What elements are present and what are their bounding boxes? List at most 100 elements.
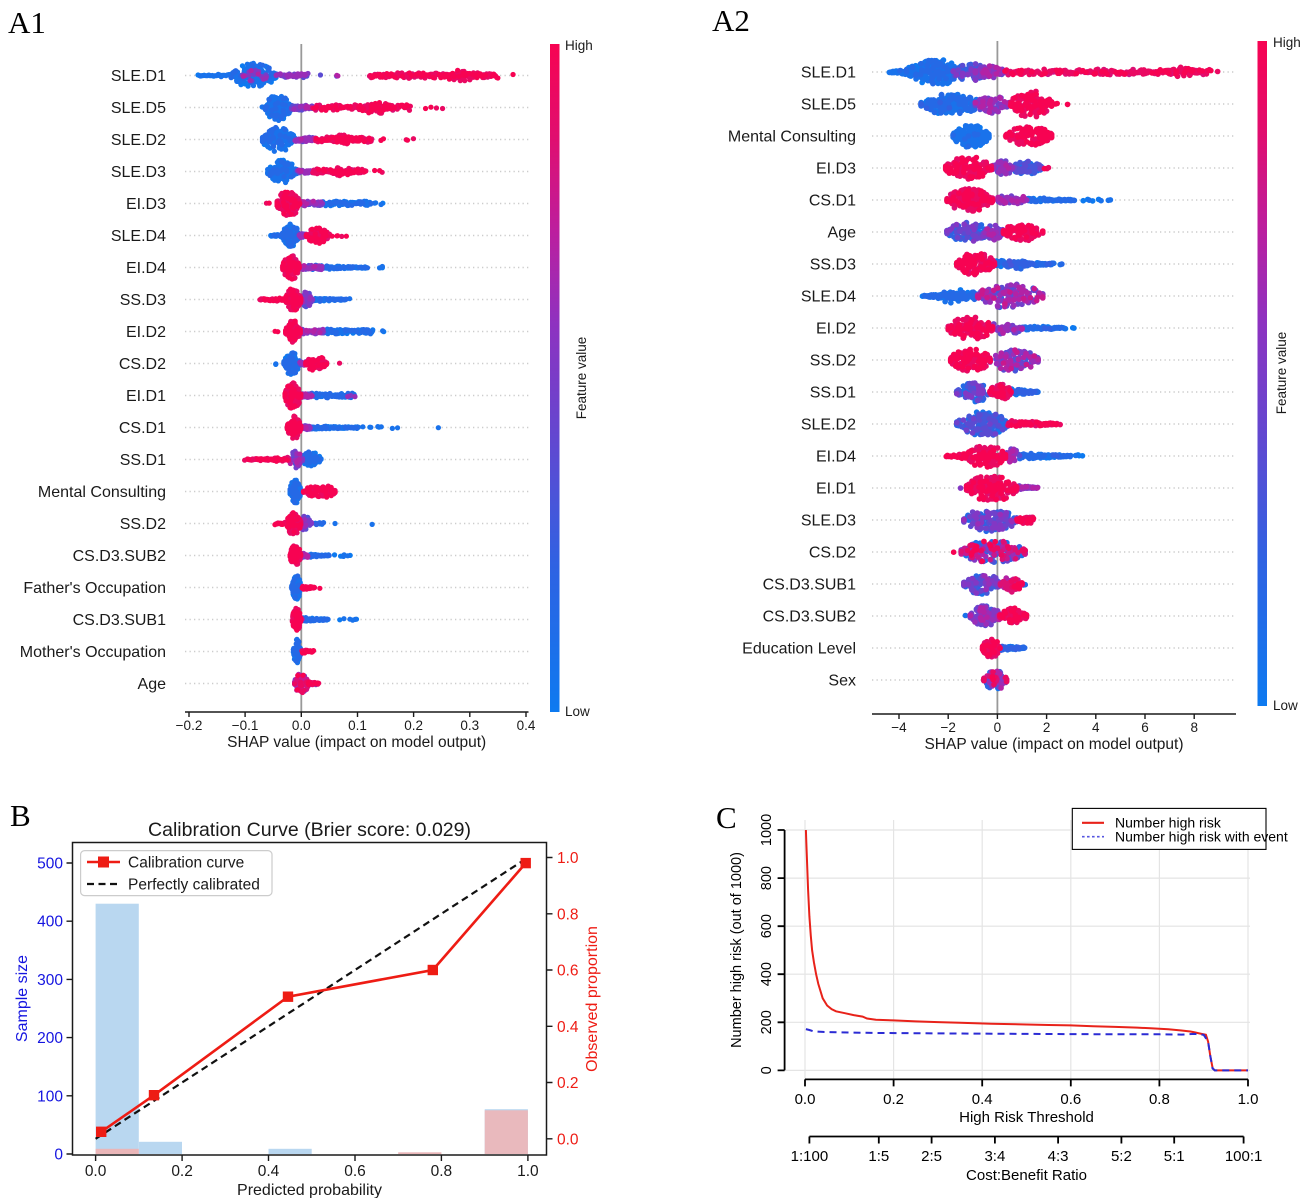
svg-text:0.0: 0.0 — [292, 718, 311, 733]
svg-text:High: High — [565, 38, 593, 53]
svg-text:SLE.D1: SLE.D1 — [111, 68, 166, 85]
svg-text:1.0: 1.0 — [517, 1163, 539, 1180]
svg-text:B: B — [10, 798, 31, 833]
svg-text:5:1: 5:1 — [1164, 1148, 1185, 1165]
svg-text:0.4: 0.4 — [258, 1163, 280, 1180]
svg-text:4: 4 — [1092, 720, 1100, 735]
svg-text:EI.D1: EI.D1 — [816, 481, 856, 498]
svg-text:100: 100 — [37, 1088, 63, 1105]
svg-text:0.6: 0.6 — [1060, 1091, 1081, 1108]
svg-text:0.2: 0.2 — [557, 1075, 579, 1092]
svg-text:EI.D1: EI.D1 — [126, 388, 166, 405]
svg-text:4:3: 4:3 — [1048, 1148, 1069, 1165]
svg-text:0.4: 0.4 — [972, 1091, 993, 1108]
svg-text:0: 0 — [54, 1147, 63, 1164]
svg-text:0: 0 — [994, 720, 1002, 735]
svg-text:SS.D1: SS.D1 — [810, 385, 856, 402]
svg-text:SHAP value (impact on model ou: SHAP value (impact on model output) — [924, 736, 1183, 753]
svg-text:C: C — [716, 800, 737, 835]
svg-text:Number high risk with event: Number high risk with event — [1115, 829, 1288, 845]
svg-text:0.6: 0.6 — [344, 1163, 366, 1180]
svg-text:0.8: 0.8 — [431, 1163, 453, 1180]
svg-text:SLE.D4: SLE.D4 — [111, 228, 166, 245]
svg-text:SS.D1: SS.D1 — [120, 452, 166, 469]
svg-text:Observed proportion: Observed proportion — [584, 926, 601, 1072]
svg-text:CS.D1: CS.D1 — [809, 193, 856, 210]
svg-text:200: 200 — [37, 1030, 63, 1047]
svg-text:0.0: 0.0 — [557, 1131, 579, 1148]
svg-text:0.2: 0.2 — [404, 718, 423, 733]
svg-text:Mental Consulting: Mental Consulting — [38, 484, 166, 501]
svg-text:SLE.D2: SLE.D2 — [801, 417, 856, 434]
svg-text:Mental Consulting: Mental Consulting — [728, 129, 856, 146]
svg-text:EI.D2: EI.D2 — [126, 324, 166, 341]
svg-text:400: 400 — [37, 914, 63, 931]
svg-text:High: High — [1273, 35, 1301, 50]
svg-text:SS.D2: SS.D2 — [810, 353, 856, 370]
svg-text:Mother's Occupation: Mother's Occupation — [20, 644, 166, 661]
svg-text:SS.D3: SS.D3 — [810, 257, 856, 274]
svg-text:0.3: 0.3 — [460, 718, 479, 733]
svg-text:Predicted probability: Predicted probability — [237, 1182, 382, 1198]
svg-text:SLE.D5: SLE.D5 — [801, 97, 856, 114]
svg-text:0.6: 0.6 — [557, 963, 579, 980]
svg-text:Education Level: Education Level — [742, 641, 856, 658]
svg-text:0.4: 0.4 — [557, 1019, 579, 1036]
svg-text:EI.D4: EI.D4 — [126, 260, 166, 277]
svg-text:Number high risk (out of 1000): Number high risk (out of 1000) — [729, 852, 745, 1048]
svg-text:CS.D2: CS.D2 — [119, 356, 166, 373]
svg-text:1000: 1000 — [759, 814, 775, 846]
svg-text:1:5: 1:5 — [868, 1148, 889, 1165]
svg-text:Sex: Sex — [828, 673, 856, 690]
svg-text:SLE.D3: SLE.D3 — [111, 164, 166, 181]
svg-text:Low: Low — [1273, 698, 1298, 713]
svg-text:SLE.D5: SLE.D5 — [111, 100, 166, 117]
svg-text:High Risk Threshold: High Risk Threshold — [959, 1109, 1094, 1126]
svg-text:Perfectly calibrated: Perfectly calibrated — [128, 877, 260, 894]
svg-text:CS.D1: CS.D1 — [119, 420, 166, 437]
svg-text:2: 2 — [1043, 720, 1051, 735]
svg-text:0.4: 0.4 — [517, 718, 536, 733]
svg-text:0.2: 0.2 — [883, 1091, 904, 1108]
svg-text:0: 0 — [759, 1066, 775, 1074]
svg-text:SLE.D4: SLE.D4 — [801, 289, 856, 306]
svg-text:0.2: 0.2 — [171, 1163, 193, 1180]
svg-text:CS.D3.SUB2: CS.D3.SUB2 — [763, 609, 856, 626]
svg-text:CS.D3.SUB1: CS.D3.SUB1 — [763, 577, 856, 594]
svg-text:1.0: 1.0 — [557, 850, 579, 867]
svg-text:SS.D2: SS.D2 — [120, 516, 166, 533]
svg-text:8: 8 — [1190, 720, 1198, 735]
svg-text:0.8: 0.8 — [557, 906, 579, 923]
svg-text:3:4: 3:4 — [984, 1148, 1005, 1165]
svg-text:Number high risk: Number high risk — [1115, 815, 1222, 831]
svg-text:−2: −2 — [940, 720, 955, 735]
svg-text:SLE.D1: SLE.D1 — [801, 65, 856, 82]
svg-text:EI.D2: EI.D2 — [816, 321, 856, 338]
svg-text:Sample size: Sample size — [14, 955, 31, 1042]
svg-text:Calibration curve: Calibration curve — [128, 855, 244, 872]
svg-text:200: 200 — [759, 1010, 775, 1034]
svg-text:1:100: 1:100 — [791, 1148, 829, 1165]
svg-text:0.1: 0.1 — [348, 718, 367, 733]
svg-text:500: 500 — [37, 856, 63, 873]
svg-text:Low: Low — [565, 704, 590, 719]
svg-text:Cost:Benefit Ratio: Cost:Benefit Ratio — [966, 1167, 1087, 1184]
svg-text:0.8: 0.8 — [1149, 1091, 1170, 1108]
svg-text:EI.D4: EI.D4 — [816, 449, 856, 466]
svg-text:EI.D3: EI.D3 — [816, 161, 856, 178]
svg-text:−0.1: −0.1 — [232, 718, 259, 733]
svg-text:0.0: 0.0 — [85, 1163, 107, 1180]
svg-text:1.0: 1.0 — [1238, 1091, 1259, 1108]
svg-text:2:5: 2:5 — [921, 1148, 942, 1165]
svg-text:6: 6 — [1141, 720, 1149, 735]
svg-text:Calibration Curve (Brier score: Calibration Curve (Brier score: 0.029) — [148, 819, 471, 841]
svg-text:A1: A1 — [8, 5, 46, 40]
svg-text:400: 400 — [759, 962, 775, 986]
svg-text:Age: Age — [138, 676, 167, 693]
svg-text:600: 600 — [759, 914, 775, 938]
svg-text:100:1: 100:1 — [1225, 1148, 1263, 1165]
svg-text:300: 300 — [37, 972, 63, 989]
svg-text:A2: A2 — [712, 3, 750, 38]
svg-text:CS.D2: CS.D2 — [809, 545, 856, 562]
svg-text:Age: Age — [828, 225, 857, 242]
